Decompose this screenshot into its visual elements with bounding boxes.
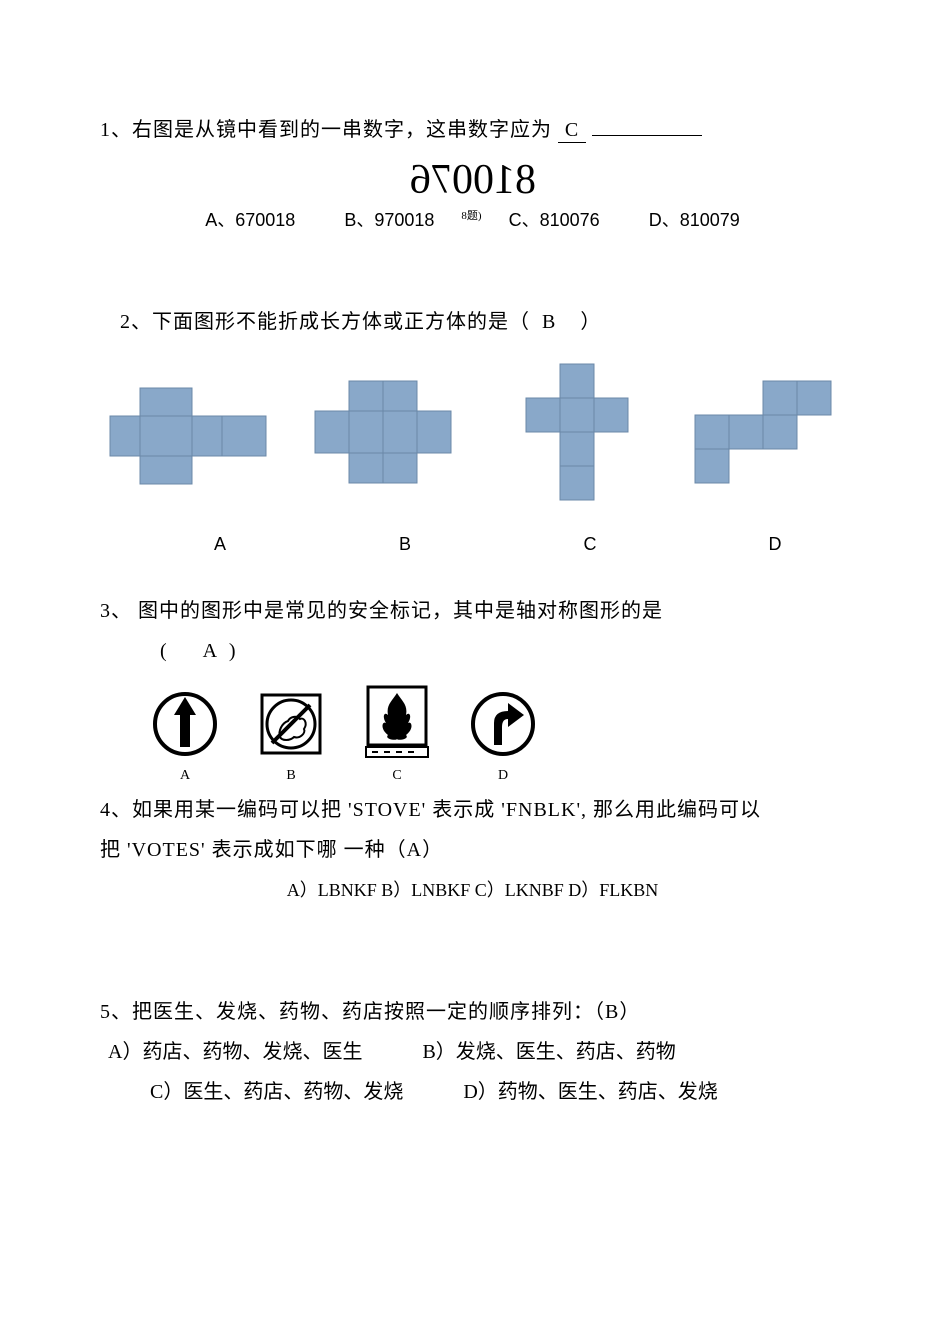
q1-opt-c: C、810076 — [509, 210, 600, 230]
q5-stem: 5、把医生、发烧、药物、药店按照一定的顺序排列：（B） — [100, 992, 845, 1032]
q2-text: 2、下面图形不能折成长方体或正方体的是（ — [120, 311, 530, 333]
q2-closing-paren: ） — [580, 311, 601, 333]
q4-options-row: A）LBNKF B）LNBKF C）LKNBF D）FLKBN — [100, 876, 845, 902]
q4-opt-a: A）LBNKF — [287, 880, 377, 900]
q3-label-d: D — [468, 768, 538, 784]
q5-opt-c: C）医生、药店、药物、发烧 — [150, 1081, 403, 1103]
q5-opt-d: D）药物、医生、药店、发烧 — [463, 1081, 717, 1103]
q2-label-c: C — [580, 534, 600, 555]
q3-sign-c-icon — [362, 683, 432, 759]
q2-nets-row — [100, 360, 845, 510]
q2-answer: B — [542, 311, 556, 333]
q2-stem: 2、下面图形不能折成长方体或正方体的是（ B ） — [120, 302, 845, 342]
q3-sign-c-col: C — [362, 683, 432, 784]
q3-label-a: A — [150, 768, 220, 784]
q2-net-labels: A B C D — [100, 534, 845, 555]
q3-paren-open: ( — [160, 640, 168, 662]
q2-label-d: D — [765, 534, 785, 555]
q3-sign-b-col: B — [256, 689, 326, 784]
q3-line1: 3、 图中的图形中是常见的安全标记，其中是轴对称图形的是 — [100, 591, 845, 631]
q2-net-b — [305, 375, 475, 495]
q4-opt-b: B）LNBKF — [381, 880, 470, 900]
q2-label-b: B — [395, 534, 415, 555]
q1-blank-answer: C — [558, 118, 586, 143]
q2-net-c — [510, 360, 650, 510]
q1-opt-a: A、670018 — [205, 210, 295, 230]
q3-answer: A — [203, 640, 217, 662]
q3-paren-close: ) — [229, 640, 237, 662]
q3-label-c: C — [362, 768, 432, 784]
q5-options-row1: A）药店、药物、发烧、医生 B）发烧、医生、药店、药物 — [108, 1032, 845, 1072]
q2-net-d — [685, 375, 845, 495]
q5-options-row2: C）医生、药店、药物、发烧 D）药物、医生、药店、发烧 — [150, 1072, 845, 1112]
q3-paren-row: ( A ) — [160, 631, 845, 671]
q3-sign-b-icon — [256, 689, 326, 759]
q3-signs-row: A B C — [150, 683, 845, 784]
q3-sign-a-icon — [150, 689, 220, 759]
q1-options-row: A、670018 B、970018 8题) C、810076 D、810079 — [100, 206, 845, 232]
q2-label-a: A — [210, 534, 230, 555]
q3-sign-d-icon — [468, 689, 538, 759]
q1-tiny-caption: 8题) — [461, 210, 481, 222]
q1-mirror-number: 810076 — [410, 156, 536, 204]
q1-opt-b: B、970018 — [344, 210, 434, 230]
q1-opt-d: D、810079 — [649, 210, 740, 230]
q1-mirror-figure: 810076 — [100, 156, 845, 204]
q2-net-a — [100, 380, 270, 490]
q4-opt-c: C）LKNBF — [475, 880, 564, 900]
q1-stem: 1、右图是从镜中看到的一串数字，这串数字应为 C — [100, 110, 845, 150]
q3-sign-a-col: A — [150, 689, 220, 784]
q1-text: 1、右图是从镜中看到的一串数字，这串数字应为 — [100, 119, 552, 141]
q1-blank-tail — [592, 115, 702, 136]
q5-opt-a: A）药店、药物、发烧、医生 — [108, 1041, 362, 1063]
q3-sign-d-col: D — [468, 689, 538, 784]
worksheet-page: 1、右图是从镜中看到的一串数字，这串数字应为 C 810076 A、670018… — [0, 0, 945, 1172]
q3-label-b: B — [256, 768, 326, 784]
q4-line1: 4、如果用某一编码可以把 'STOVE' 表示成 'FNBLK', 那么用此编码… — [100, 790, 845, 830]
q4-line2: 把 'VOTES' 表示成如下哪 一种（A） — [100, 830, 845, 870]
q5-opt-b: B）发烧、医生、药店、药物 — [422, 1041, 675, 1063]
q4-opt-d: D）FLKBN — [568, 880, 658, 900]
